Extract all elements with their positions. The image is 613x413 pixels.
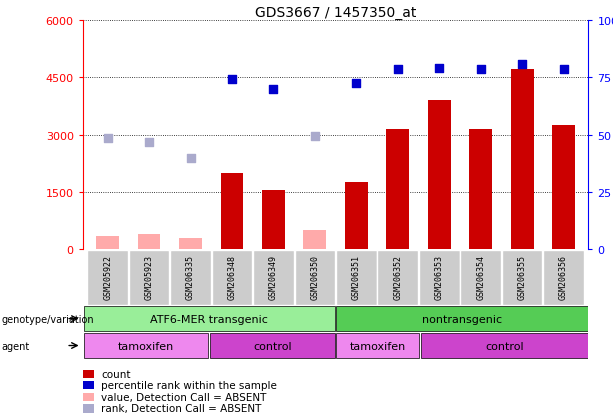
Point (310, 134, 320, 140)
Text: count: count (101, 369, 131, 379)
Point (144, 140, 154, 146)
Bar (210, 334, 335, 358)
Text: percentile rank within the sample: percentile rank within the sample (101, 380, 277, 390)
Bar (83, 307, 335, 331)
Bar (470, 130, 492, 250)
Bar (83, 334, 208, 358)
Point (268, 86, 278, 93)
Point (227, 76, 237, 83)
Bar (552, 126, 575, 250)
Bar (129, 250, 169, 305)
Text: GSM206351: GSM206351 (352, 254, 361, 299)
Bar (221, 173, 243, 250)
Text: agent: agent (1, 341, 29, 351)
Text: GSM206355: GSM206355 (517, 254, 527, 299)
Bar (419, 250, 460, 305)
Bar (502, 250, 543, 305)
Text: nontransgenic: nontransgenic (422, 314, 502, 324)
Title: GDS3667 / 1457350_at: GDS3667 / 1457350_at (255, 6, 416, 20)
Text: value, Detection Call = ABSENT: value, Detection Call = ABSENT (101, 392, 267, 402)
Bar (96, 237, 119, 250)
Bar (253, 250, 294, 305)
Bar (295, 250, 335, 305)
Text: rank, Detection Call = ABSENT: rank, Detection Call = ABSENT (101, 404, 262, 413)
Text: ATF6-MER transgenic: ATF6-MER transgenic (150, 314, 268, 324)
Text: control: control (485, 341, 524, 351)
Bar (87, 250, 128, 305)
Text: GSM206353: GSM206353 (435, 254, 444, 299)
Point (476, 67, 485, 74)
Text: GSM206335: GSM206335 (186, 254, 195, 299)
Text: tamoxifen: tamoxifen (349, 341, 406, 351)
Bar (386, 130, 409, 250)
Bar (460, 250, 501, 305)
Point (393, 67, 403, 74)
Point (103, 136, 113, 142)
Point (517, 61, 527, 68)
Bar (428, 101, 451, 250)
Bar (345, 183, 368, 250)
Bar (511, 70, 533, 250)
Text: GSM206352: GSM206352 (394, 254, 402, 299)
Text: GSM206354: GSM206354 (476, 254, 485, 299)
Bar (543, 250, 584, 305)
Bar (211, 250, 253, 305)
Text: GSM205923: GSM205923 (145, 254, 154, 299)
Bar (262, 191, 285, 250)
Bar (179, 238, 202, 250)
Bar (303, 231, 326, 250)
Point (435, 65, 444, 72)
Text: GSM206348: GSM206348 (227, 254, 237, 299)
Text: control: control (253, 341, 292, 351)
Bar (421, 334, 588, 358)
Bar (170, 250, 211, 305)
Text: GSM205922: GSM205922 (103, 254, 112, 299)
Text: GSM206349: GSM206349 (269, 254, 278, 299)
Point (351, 81, 361, 87)
Text: GSM206350: GSM206350 (310, 254, 319, 299)
Bar (337, 307, 588, 331)
Point (558, 67, 568, 74)
Bar (336, 250, 376, 305)
Text: tamoxifen: tamoxifen (118, 341, 174, 351)
Bar (378, 250, 418, 305)
Bar (138, 235, 161, 250)
Point (186, 155, 196, 161)
Text: genotype/variation: genotype/variation (1, 314, 94, 324)
Text: GSM206356: GSM206356 (559, 254, 568, 299)
Bar (337, 334, 419, 358)
